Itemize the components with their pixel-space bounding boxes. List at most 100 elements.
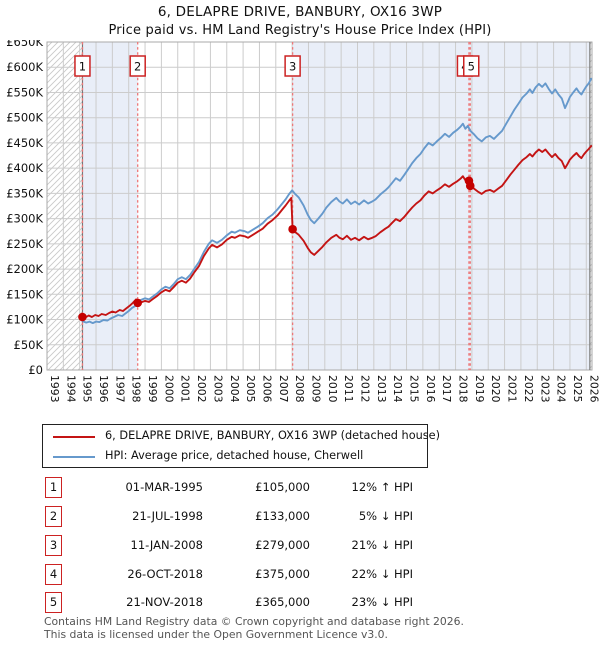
sale-marker-box: 5 bbox=[463, 55, 480, 77]
sale-date: 21-JUL-1998 bbox=[132, 509, 203, 523]
svg-text:£300K: £300K bbox=[6, 212, 43, 226]
sale-price: £279,000 bbox=[255, 538, 310, 552]
sale-number-badge: 4 bbox=[45, 564, 62, 585]
no-data-hatch bbox=[47, 42, 83, 370]
svg-text:5: 5 bbox=[468, 60, 475, 74]
svg-text:2023: 2023 bbox=[538, 375, 551, 402]
sale-hpi-delta: 23% ↓ HPI bbox=[351, 595, 413, 609]
svg-text:£50K: £50K bbox=[14, 338, 44, 352]
svg-text:2007: 2007 bbox=[277, 375, 290, 402]
sale-number-badge: 2 bbox=[45, 506, 62, 527]
no-data-hatch bbox=[589, 42, 592, 370]
sale-number-badge: 5 bbox=[45, 592, 62, 613]
svg-text:2018: 2018 bbox=[457, 375, 470, 403]
svg-text:1998: 1998 bbox=[130, 375, 143, 403]
svg-text:2020: 2020 bbox=[489, 375, 502, 403]
svg-text:2017: 2017 bbox=[440, 375, 453, 402]
legend-label-hpi: HPI: Average price, detached house, Cher… bbox=[105, 449, 364, 462]
svg-text:£250K: £250K bbox=[6, 237, 43, 251]
svg-text:2022: 2022 bbox=[522, 375, 535, 402]
sale-number-badge: 3 bbox=[45, 535, 62, 556]
page-title: 6, DELAPRE DRIVE, BANBURY, OX16 3WP bbox=[157, 4, 443, 20]
svg-text:£650K: £650K bbox=[6, 40, 43, 49]
sale-date: 26-OCT-2018 bbox=[127, 567, 203, 581]
svg-text:2011: 2011 bbox=[342, 375, 355, 402]
svg-text:2012: 2012 bbox=[358, 375, 371, 402]
x-axis-labels: 1993 1994 1995 1996 1997 1998 1999 2000 2001 2002… bbox=[48, 375, 600, 403]
svg-text:1994: 1994 bbox=[64, 375, 77, 403]
property-price-line bbox=[81, 145, 593, 319]
svg-text:2019: 2019 bbox=[473, 375, 486, 403]
svg-text:2003: 2003 bbox=[211, 375, 224, 402]
sale-point-dot bbox=[465, 181, 475, 191]
svg-text:1996: 1996 bbox=[97, 375, 110, 403]
svg-text:2024: 2024 bbox=[555, 375, 568, 403]
sale-marker-box: 1 bbox=[74, 55, 91, 77]
svg-text:2002: 2002 bbox=[195, 375, 208, 402]
svg-text:2004: 2004 bbox=[228, 375, 241, 403]
price-history-chart: 12345£0£50K£100K£150K£200K£250K£300K£350… bbox=[6, 40, 600, 403]
svg-text:2014: 2014 bbox=[391, 375, 404, 403]
svg-text:3: 3 bbox=[289, 60, 296, 74]
sale-number-badge: 1 bbox=[45, 477, 62, 498]
svg-text:£150K: £150K bbox=[6, 287, 43, 301]
sale-price: £375,000 bbox=[255, 567, 310, 581]
svg-text:2016: 2016 bbox=[424, 375, 437, 403]
sale-hpi-delta: 5% ↓ HPI bbox=[358, 509, 413, 523]
ownership-shaded-band bbox=[82, 42, 138, 370]
svg-text:1995: 1995 bbox=[81, 375, 94, 402]
svg-text:2000: 2000 bbox=[162, 375, 175, 403]
ownership-shaded-band bbox=[292, 42, 590, 370]
svg-text:£450K: £450K bbox=[6, 136, 43, 150]
legend-label-property: 6, DELAPRE DRIVE, BANBURY, OX16 3WP (det… bbox=[105, 429, 441, 442]
svg-text:2015: 2015 bbox=[408, 375, 421, 402]
sale-marker-box: 3 bbox=[284, 55, 301, 77]
sale-point-dot bbox=[78, 312, 87, 322]
svg-text:£550K: £550K bbox=[6, 85, 43, 99]
hpi-line bbox=[81, 77, 593, 325]
svg-text:1997: 1997 bbox=[113, 375, 126, 402]
legend-item-property: 6, DELAPRE DRIVE, BANBURY, OX16 3WP (det… bbox=[43, 427, 440, 447]
sale-price: £105,000 bbox=[255, 480, 310, 494]
sale-point-dot bbox=[288, 224, 297, 234]
svg-text:2008: 2008 bbox=[293, 375, 306, 403]
chart-legend: 6, DELAPRE DRIVE, BANBURY, OX16 3WP (det… bbox=[42, 424, 440, 468]
svg-text:£400K: £400K bbox=[6, 161, 43, 175]
svg-text:£600K: £600K bbox=[6, 60, 43, 74]
svg-text:£200K: £200K bbox=[6, 262, 43, 276]
svg-text:2010: 2010 bbox=[326, 375, 339, 403]
svg-text:2006: 2006 bbox=[260, 375, 273, 403]
sale-hpi-delta: 21% ↓ HPI bbox=[351, 538, 413, 552]
legend-item-hpi: HPI: Average price, detached house, Cher… bbox=[43, 447, 427, 467]
chart-title-block: 6, DELAPRE DRIVE, BANBURY, OX16 3WP Pric… bbox=[0, 4, 600, 38]
y-axis-labels: £0 £50K £100K £150K £200K £250K £300K £350K £400… bbox=[6, 40, 43, 377]
sale-marker-box: 2 bbox=[129, 55, 146, 77]
hpi-line-swatch bbox=[53, 456, 95, 458]
svg-text:2013: 2013 bbox=[375, 375, 388, 402]
sale-price: £133,000 bbox=[255, 509, 310, 523]
svg-text:2009: 2009 bbox=[309, 375, 322, 403]
svg-text:1993: 1993 bbox=[48, 375, 61, 402]
svg-text:£100K: £100K bbox=[6, 313, 43, 327]
footer-line1: Contains HM Land Registry data © Crown c… bbox=[44, 615, 464, 628]
svg-text:2001: 2001 bbox=[179, 375, 192, 402]
svg-text:2026: 2026 bbox=[587, 375, 600, 403]
property-line-swatch bbox=[53, 436, 95, 438]
svg-text:£0: £0 bbox=[28, 363, 43, 377]
page-subtitle: Price paid vs. HM Land Registry's House … bbox=[108, 23, 492, 38]
svg-text:2005: 2005 bbox=[244, 375, 257, 402]
svg-text:£500K: £500K bbox=[6, 111, 43, 125]
sale-price: £365,000 bbox=[255, 595, 310, 609]
svg-text:£350K: £350K bbox=[6, 186, 43, 200]
svg-text:1999: 1999 bbox=[146, 375, 159, 403]
sale-point-dot bbox=[133, 298, 142, 308]
license-footer: Contains HM Land Registry data © Crown c… bbox=[44, 615, 464, 641]
svg-text:2021: 2021 bbox=[506, 375, 519, 402]
sale-date: 11-JAN-2008 bbox=[130, 538, 204, 552]
svg-text:2: 2 bbox=[134, 60, 141, 74]
sale-date: 01-MAR-1995 bbox=[125, 480, 203, 494]
sale-date: 21-NOV-2018 bbox=[126, 595, 203, 609]
svg-text:2025: 2025 bbox=[571, 375, 584, 402]
footer-line2: This data is licensed under the Open Gov… bbox=[44, 627, 388, 641]
svg-text:1: 1 bbox=[79, 60, 86, 74]
